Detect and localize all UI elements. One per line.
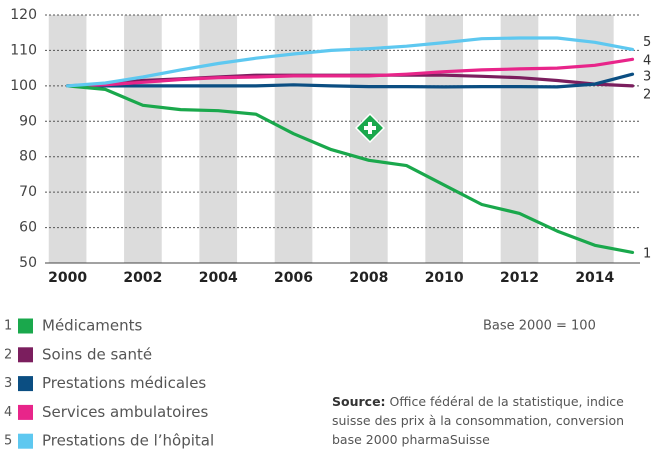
x-tick-label: 2002 [123,270,162,286]
legend-number: 3 [4,376,12,391]
legend-label: Médicaments [42,317,143,335]
series-line [66,36,635,88]
legend-label: Prestations de l’hôpital [42,432,214,450]
series-line [66,57,635,88]
legend-swatch [18,404,33,420]
legend-number: 1 [4,319,12,334]
legend-label: Soins de santé [42,345,152,363]
end-label: 1 [643,246,651,261]
x-tick-label: 2012 [500,270,539,286]
x-tick-label: 2000 [48,270,87,286]
legend-number: 5 [4,434,12,449]
y-tick-label: 120 [10,7,37,23]
y-tick-label: 110 [10,42,37,58]
grid-band [48,15,87,263]
end-label: 4 [643,53,651,68]
x-tick-label: 2010 [425,270,464,286]
x-tick-label: 2014 [575,270,614,286]
end-label: 2 [643,87,651,102]
series-line [66,84,635,254]
legend-swatch [18,376,33,392]
y-tick-label: 100 [10,78,37,94]
legend-swatch [18,318,33,334]
legend-number: 4 [4,405,12,420]
y-tick-label: 70 [19,184,37,200]
legend-label: Services ambulatoires [42,403,209,421]
legend-number: 2 [4,347,12,362]
end-label: 5 [643,35,651,50]
legend-swatch [18,347,33,363]
x-tick-label: 2004 [199,270,238,286]
grid-band [575,15,614,263]
source-note: Source: Office fédéral de la statistique… [332,392,652,449]
grid-band [500,15,539,263]
grid-band [124,15,162,263]
grid-band [425,15,464,263]
y-tick-label: 50 [19,255,37,271]
source-text: Office fédéral de la statistique, indice… [332,394,625,447]
end-label: 3 [643,70,651,85]
y-tick-label: 60 [19,220,37,236]
x-tick-label: 2006 [274,270,313,286]
legend-swatch [18,433,33,449]
x-tick-label: 2008 [349,270,388,286]
grid-band [199,15,238,263]
y-tick-label: 90 [19,113,37,129]
series-line [66,72,635,89]
pharmacy-icon [354,112,386,144]
source-label: Source: [332,394,386,409]
base-note: Base 2000 = 100 [483,319,596,334]
legend-label: Prestations médicales [42,374,206,392]
y-tick-label: 80 [19,149,37,165]
